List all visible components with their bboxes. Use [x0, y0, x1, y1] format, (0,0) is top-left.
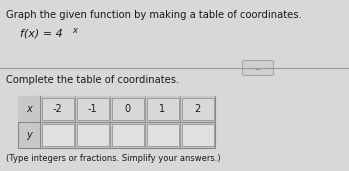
Bar [181, 98, 214, 120]
Bar [147, 98, 178, 120]
FancyBboxPatch shape [243, 61, 274, 76]
Bar [18, 96, 215, 122]
Text: ...: ... [255, 65, 261, 71]
Text: 1: 1 [159, 104, 165, 114]
Text: -1: -1 [88, 104, 97, 114]
Text: Complete the table of coordinates.: Complete the table of coordinates. [6, 75, 179, 85]
Bar [18, 96, 215, 148]
Text: 2: 2 [194, 104, 201, 114]
Bar [42, 98, 74, 120]
Bar [111, 98, 143, 120]
Bar [111, 124, 143, 146]
Text: y: y [26, 130, 32, 140]
Text: x: x [72, 26, 77, 35]
Bar [181, 124, 214, 146]
Text: 0: 0 [125, 104, 131, 114]
Bar [42, 124, 74, 146]
Text: Graph the given function by making a table of coordinates.: Graph the given function by making a tab… [6, 10, 302, 20]
Text: f(x) = 4: f(x) = 4 [20, 28, 63, 38]
Bar [76, 98, 109, 120]
Text: x: x [26, 104, 32, 114]
Bar [147, 124, 178, 146]
Text: -2: -2 [53, 104, 62, 114]
Bar [76, 124, 109, 146]
Text: (Type integers or fractions. Simplify your answers.): (Type integers or fractions. Simplify yo… [6, 154, 221, 163]
